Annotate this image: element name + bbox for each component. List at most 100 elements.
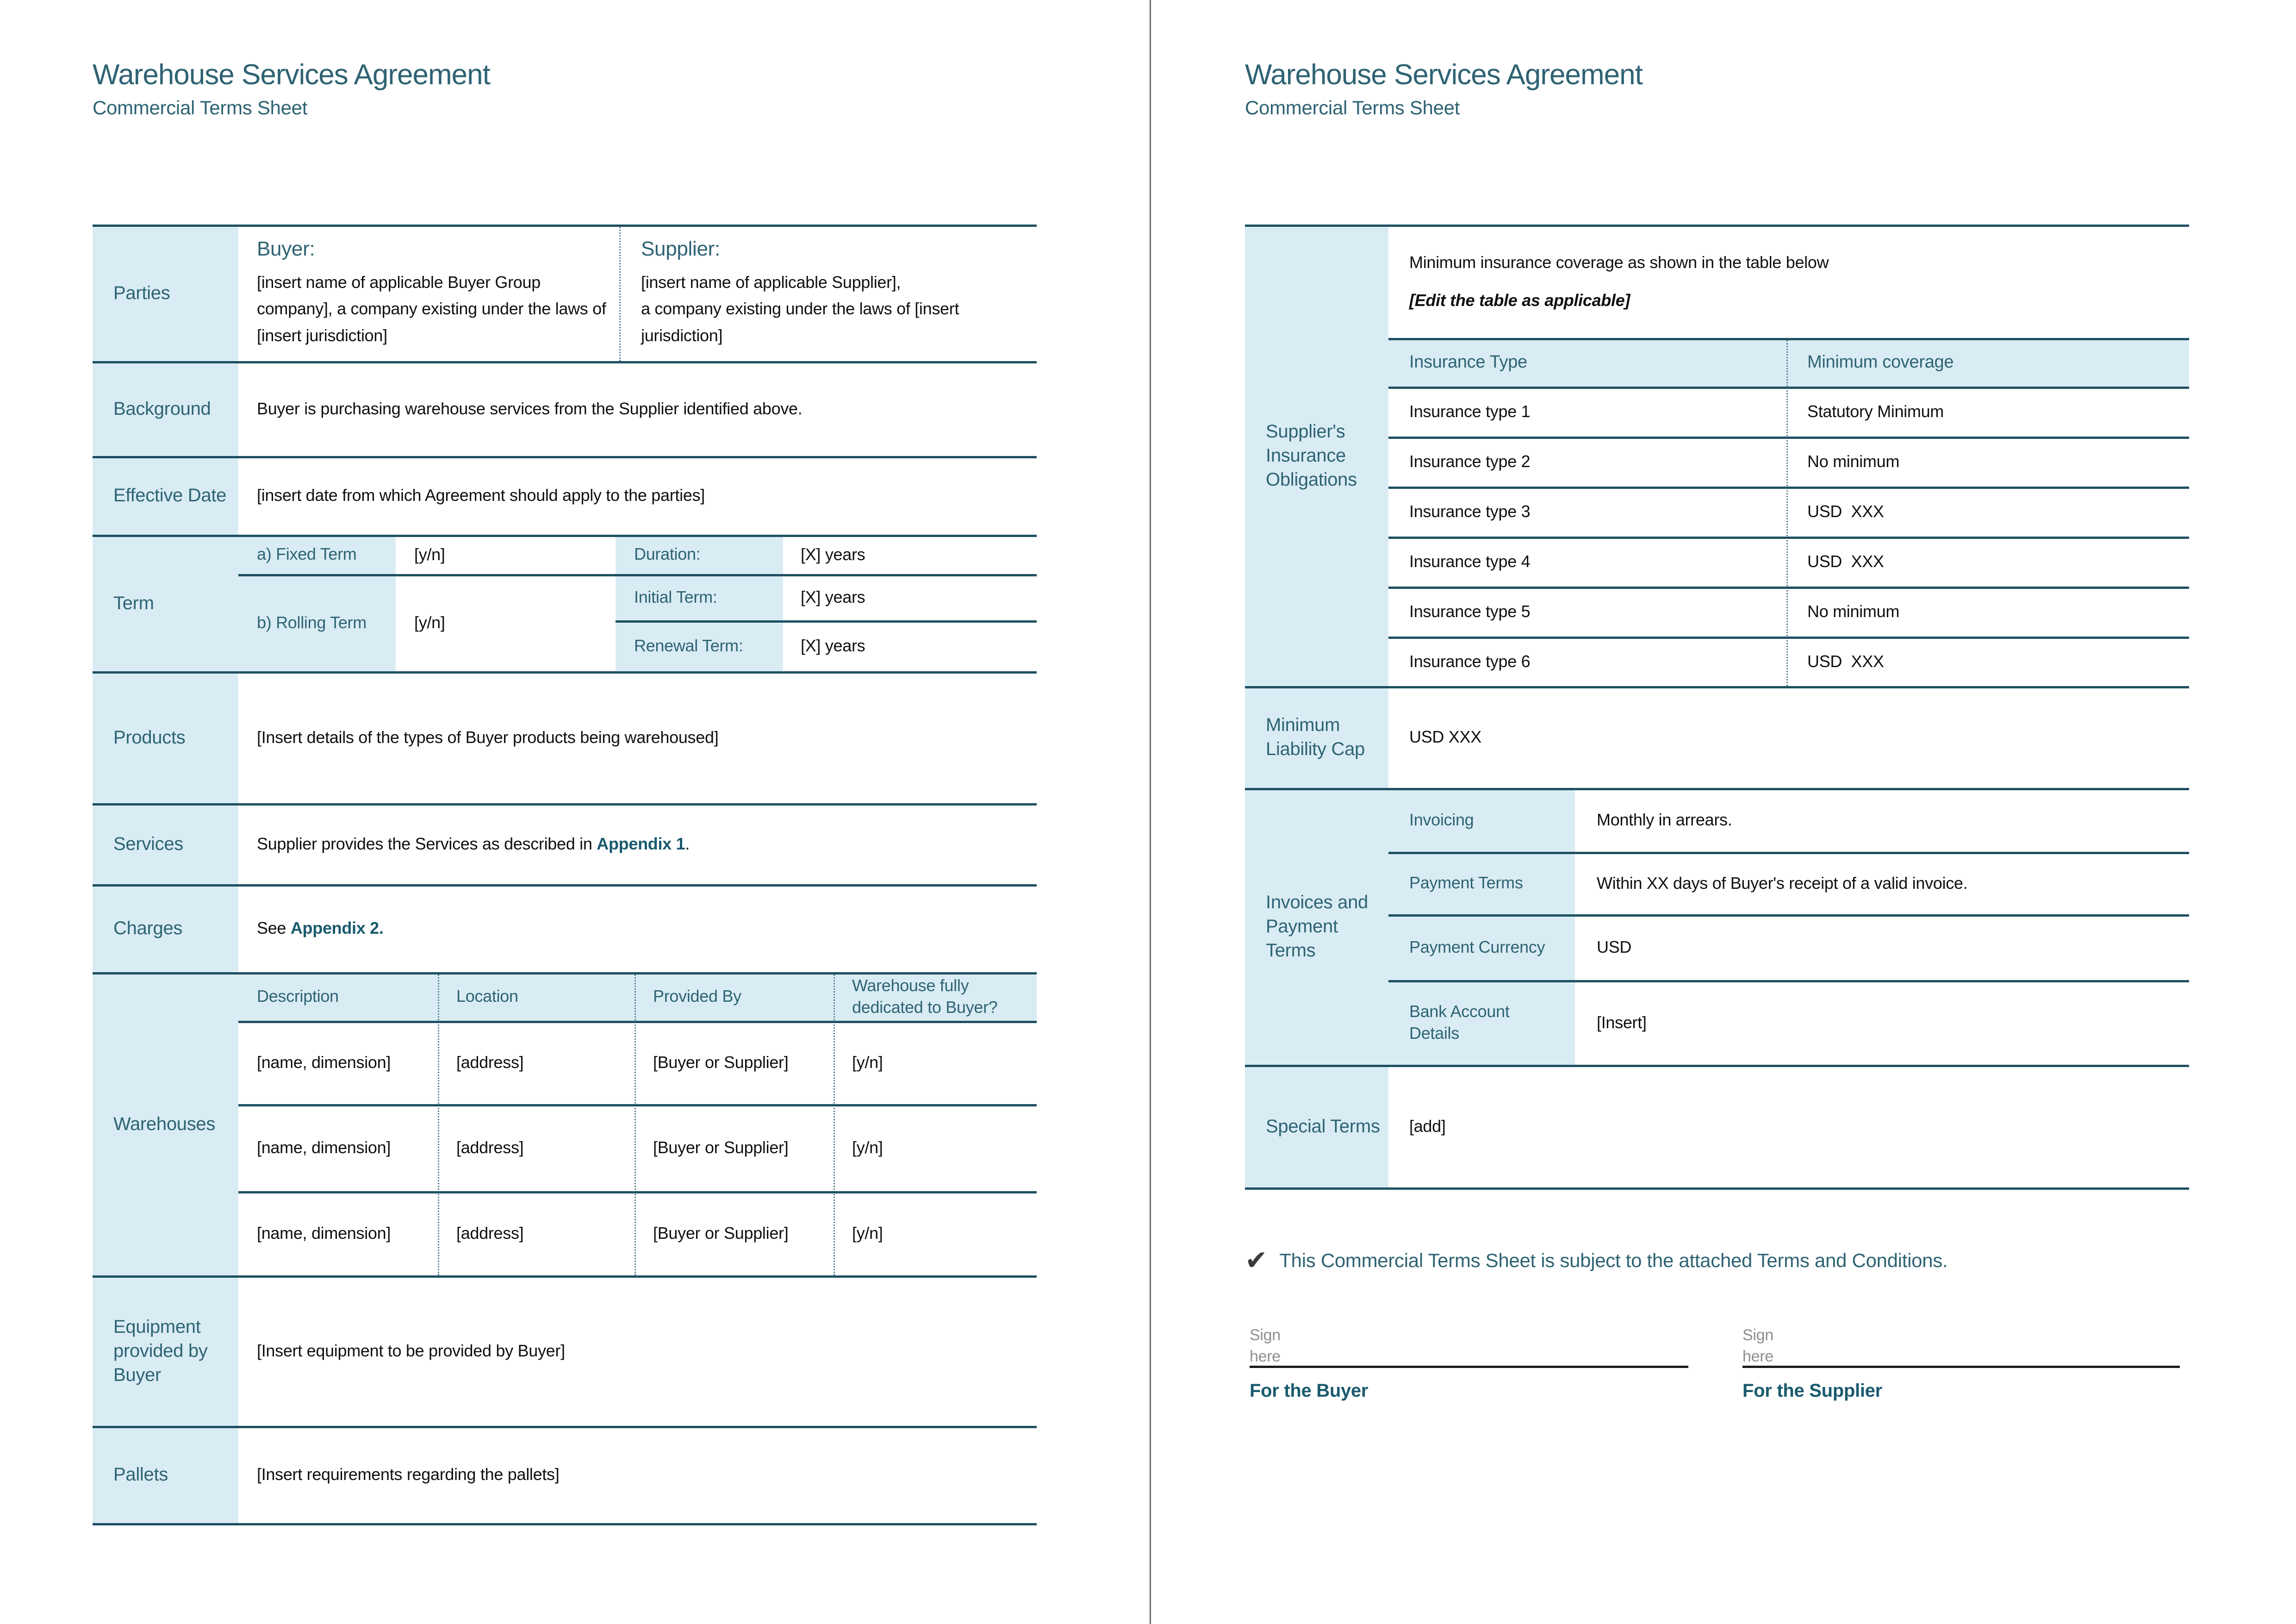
- payment-terms-label: Payment Terms: [1409, 873, 1523, 893]
- table-border: [1388, 914, 2189, 917]
- warehouse-row-cell: [address]: [456, 1224, 524, 1243]
- row-label-background: Background: [113, 398, 211, 419]
- table-border: [93, 1523, 1037, 1525]
- appendix-1-link[interactable]: Appendix 1: [597, 834, 685, 853]
- table-border: [1388, 587, 2189, 589]
- term-renewal-label: Renewal Term:: [634, 636, 743, 655]
- table-border: [1388, 980, 2189, 982]
- p1-term-sublabel2-fill: [616, 535, 783, 671]
- signature-line-buyer[interactable]: [1250, 1366, 1688, 1368]
- table-border: [1388, 637, 2189, 639]
- services-cell: Supplier provides the Services as descri…: [257, 803, 1034, 884]
- term-fixed-value: [y/n]: [414, 544, 445, 564]
- table-border: [238, 1104, 1037, 1106]
- row-label-warehouses: Warehouses: [113, 1113, 216, 1134]
- insurance-row-type: Insurance type 1: [1409, 402, 1531, 421]
- warehouse-column-divider: [438, 972, 439, 1275]
- row-label-products: Products: [113, 727, 186, 748]
- row-label-invoices: Invoices and Payment Terms: [1266, 892, 1373, 961]
- row-label-liability-cap: Minimum Liability Cap: [1266, 715, 1365, 759]
- signature-line-supplier[interactable]: [1742, 1366, 2180, 1368]
- warehouse-row-cell: [Buyer or Supplier]: [653, 1224, 789, 1243]
- warehouse-row-cell: [address]: [456, 1138, 524, 1157]
- term-renewal-value: [X] years: [801, 636, 865, 656]
- products-text: [Insert details of the types of Buyer pr…: [257, 727, 719, 747]
- pallets-text: [Insert requirements regarding the palle…: [257, 1465, 560, 1484]
- invoicing-label: Invoicing: [1409, 810, 1474, 829]
- sign-here-hint-supplier: Sign here: [1742, 1326, 1773, 1365]
- p1-term-sublabel-fill: [238, 535, 396, 671]
- insurance-row-type: Insurance type 4: [1409, 552, 1531, 571]
- table-border: [93, 972, 1037, 974]
- term-rolling-label: b) Rolling Term: [257, 612, 367, 632]
- table-border: [1245, 1065, 2189, 1067]
- table-border: [1245, 225, 2189, 227]
- warehouse-header-dedicated: Warehouse fully dedicated to Buyer?: [852, 975, 998, 1017]
- insurance-header-type: Insurance Type: [1409, 352, 1527, 372]
- page1-subtitle: Commercial Terms Sheet: [93, 97, 308, 119]
- terms-note-text: This Commercial Terms Sheet is subject t…: [1279, 1249, 1948, 1271]
- effective-date-text: [insert date from which Agreement should…: [257, 486, 705, 505]
- table-border: [93, 535, 1037, 537]
- table-border: [1388, 537, 2189, 539]
- row-label-parties: Parties: [113, 282, 170, 303]
- p2-label-column-fill: [1245, 225, 1388, 1187]
- table-border: [238, 1191, 1037, 1193]
- background-text: Buyer is purchasing warehouse services f…: [257, 399, 803, 418]
- buyer-heading: Buyer:: [257, 237, 315, 260]
- warehouse-row-cell: [y/n]: [852, 1138, 883, 1157]
- payment-terms-value: Within XX days of Buyer's receipt of a v…: [1597, 873, 1968, 893]
- page-divider: [1150, 0, 1151, 1624]
- insurance-row-coverage: USD XXX: [1807, 651, 1884, 671]
- parties-buyer-cell: Buyer: [insert name of applicable Buyer …: [257, 225, 609, 361]
- warehouse-column-divider: [834, 972, 835, 1275]
- insurance-row-type: Insurance type 2: [1409, 452, 1531, 471]
- terms-footer-note: ✔ This Commercial Terms Sheet is subject…: [1245, 1235, 2189, 1286]
- warehouse-header-description: Description: [257, 987, 339, 1006]
- insurance-row-coverage: No minimum: [1807, 602, 1900, 621]
- parties-column-divider: [619, 225, 621, 361]
- signature-name-supplier: For the Supplier: [1742, 1380, 1882, 1401]
- row-label-insurance: Supplier's Insurance Obligations: [1266, 421, 1357, 490]
- bank-account-label: Bank Account Details: [1409, 1001, 1514, 1043]
- warehouse-row-cell: [Buyer or Supplier]: [653, 1053, 789, 1072]
- term-duration-label: Duration:: [634, 544, 701, 564]
- charges-cell: See Appendix 2.: [257, 884, 1034, 972]
- insurance-row-coverage: No minimum: [1807, 452, 1900, 471]
- p1-label-column-fill: [93, 225, 238, 1523]
- table-border: [1388, 437, 2189, 439]
- row-label-special-terms: Special Terms: [1266, 1116, 1380, 1137]
- services-text: Supplier provides the Services as descri…: [257, 834, 597, 853]
- table-border: [1388, 852, 2189, 854]
- warehouse-row-cell: [address]: [456, 1053, 524, 1072]
- insurance-edit-note: [Edit the table as applicable]: [1409, 291, 1630, 310]
- table-border: [93, 1426, 1037, 1428]
- page1-title: Warehouse Services Agreement: [93, 59, 491, 91]
- table-border: [93, 1275, 1037, 1278]
- table-border: [238, 574, 1037, 576]
- insurance-row-type: Insurance type 5: [1409, 602, 1531, 621]
- warehouse-column-divider: [635, 972, 636, 1275]
- term-rolling-value: [y/n]: [414, 613, 445, 632]
- special-terms-value: [add]: [1409, 1116, 1446, 1136]
- row-label-term: Term: [113, 593, 154, 613]
- insurance-row-coverage: USD XXX: [1807, 552, 1884, 571]
- table-border: [1388, 387, 2189, 389]
- page2-subtitle: Commercial Terms Sheet: [1245, 97, 1460, 119]
- appendix-2-link[interactable]: Appendix 2.: [290, 918, 384, 938]
- term-duration-value: [X] years: [801, 544, 865, 564]
- sign-here-hint-buyer: Sign here: [1250, 1326, 1281, 1365]
- row-label-effective-date: Effective Date: [113, 485, 227, 506]
- table-border: [1245, 686, 2189, 688]
- warehouse-row-cell: [Buyer or Supplier]: [653, 1138, 789, 1157]
- insurance-row-type: Insurance type 6: [1409, 651, 1531, 671]
- table-border: [1245, 1187, 2189, 1190]
- p2-insurance-header-fill: [1388, 338, 2189, 387]
- invoicing-value: Monthly in arrears.: [1597, 810, 1732, 830]
- row-label-pallets: Pallets: [113, 1464, 168, 1485]
- charges-text: See: [257, 918, 291, 938]
- warehouse-row-cell: [y/n]: [852, 1053, 883, 1072]
- liability-cap-value: USD XXX: [1409, 727, 1481, 747]
- supplier-heading: Supplier:: [641, 237, 720, 260]
